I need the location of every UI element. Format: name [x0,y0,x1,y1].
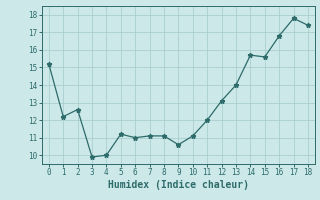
X-axis label: Humidex (Indice chaleur): Humidex (Indice chaleur) [108,180,249,190]
